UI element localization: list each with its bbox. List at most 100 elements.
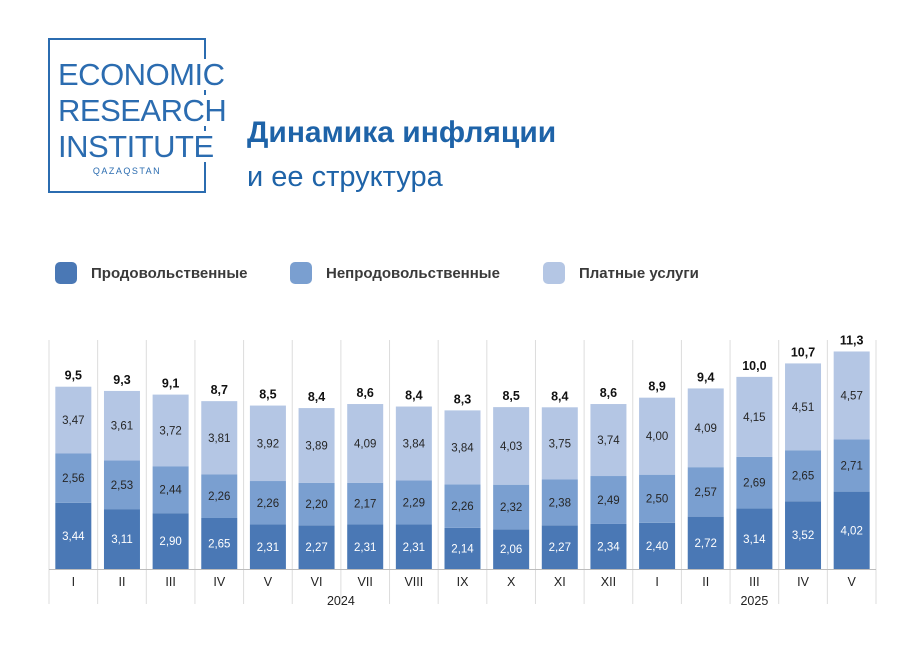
bar-segment bbox=[541, 525, 578, 569]
data-label: 2,40 bbox=[646, 541, 668, 553]
data-label: 3,61 bbox=[111, 421, 133, 433]
total-label: 8,3 bbox=[454, 392, 471, 406]
bar-segment bbox=[444, 410, 481, 485]
data-label: 2,44 bbox=[159, 485, 182, 497]
data-label: 2,31 bbox=[257, 542, 279, 554]
total-label: 8,6 bbox=[357, 386, 374, 400]
total-label: 8,6 bbox=[600, 386, 617, 400]
bar-segment bbox=[785, 450, 822, 502]
data-label: 2,29 bbox=[403, 497, 425, 509]
bar-segment bbox=[687, 388, 724, 468]
data-label: 2,26 bbox=[257, 498, 279, 510]
bar-segment bbox=[493, 484, 530, 530]
data-label: 2,38 bbox=[549, 497, 571, 509]
legend-item-nonfood: Непродовольственные bbox=[290, 262, 500, 284]
bar-segment bbox=[444, 527, 481, 569]
data-label: 3,74 bbox=[597, 435, 620, 447]
data-label: 4,02 bbox=[840, 525, 862, 537]
data-label: 2,72 bbox=[695, 538, 717, 550]
bar-segment bbox=[687, 516, 724, 569]
data-label: 3,72 bbox=[159, 425, 181, 437]
data-label: 2,31 bbox=[403, 542, 425, 554]
total-label: 8,4 bbox=[551, 389, 568, 403]
data-label: 4,03 bbox=[500, 441, 522, 453]
bar-segment bbox=[395, 524, 432, 569]
legend-swatch-food bbox=[55, 262, 77, 284]
x-tick-label: VII bbox=[358, 575, 373, 589]
bar-segment bbox=[833, 351, 870, 440]
bar-segment bbox=[395, 480, 432, 525]
data-label: 2,31 bbox=[354, 542, 376, 554]
bar-segment bbox=[833, 491, 870, 569]
bar-segment bbox=[493, 529, 530, 569]
x-tick-label: V bbox=[848, 575, 857, 589]
logo-line-1: ECONOMIC bbox=[58, 57, 227, 92]
total-label: 9,5 bbox=[65, 369, 82, 383]
data-label: 4,09 bbox=[695, 423, 717, 435]
x-tick-label: I bbox=[655, 575, 658, 589]
bar-segment bbox=[103, 460, 140, 510]
bar-segment bbox=[201, 517, 238, 569]
legend-label-nonfood: Непродовольственные bbox=[326, 264, 500, 282]
total-label: 9,4 bbox=[697, 370, 714, 384]
bar-segment bbox=[103, 390, 140, 461]
year-label: 2025 bbox=[740, 594, 768, 608]
data-label: 2,65 bbox=[792, 471, 814, 483]
total-label: 8,5 bbox=[502, 389, 519, 403]
data-label: 3,14 bbox=[743, 534, 766, 546]
page-title: Динамика инфляции bbox=[247, 116, 557, 149]
data-label: 2,32 bbox=[500, 502, 522, 514]
data-label: 2,34 bbox=[597, 541, 620, 553]
x-tick-label: VI bbox=[311, 575, 323, 589]
data-label: 2,26 bbox=[451, 501, 473, 513]
bar-segment bbox=[736, 456, 773, 509]
bar-segment bbox=[201, 401, 238, 475]
bar-segment bbox=[55, 386, 92, 454]
legend-swatch-services bbox=[543, 262, 565, 284]
total-label: 8,5 bbox=[259, 388, 276, 402]
bar-segment bbox=[152, 466, 189, 514]
x-tick-label: II bbox=[118, 575, 125, 589]
data-label: 2,57 bbox=[695, 487, 717, 499]
total-label: 10,7 bbox=[791, 345, 815, 359]
data-label: 2,26 bbox=[208, 491, 230, 503]
data-label: 4,15 bbox=[743, 412, 765, 424]
bar-segment bbox=[347, 482, 384, 525]
total-label: 8,7 bbox=[211, 383, 228, 397]
x-tick-label: V bbox=[264, 575, 273, 589]
total-label: 8,4 bbox=[308, 390, 325, 404]
bar-segment bbox=[687, 467, 724, 517]
data-label: 2,53 bbox=[111, 480, 133, 492]
data-label: 2,69 bbox=[743, 478, 765, 490]
bar-segment bbox=[298, 482, 335, 526]
bar-segment bbox=[201, 474, 238, 518]
x-tick-label: VIII bbox=[404, 575, 423, 589]
bar-segment bbox=[444, 484, 481, 528]
bar-segment bbox=[785, 363, 822, 451]
total-label: 9,1 bbox=[162, 377, 179, 391]
data-label: 4,09 bbox=[354, 438, 376, 450]
bar-segment bbox=[541, 479, 578, 526]
x-tick-label: II bbox=[702, 575, 709, 589]
logo-line-2: RESEARCH bbox=[58, 93, 229, 128]
bar-segment bbox=[103, 509, 140, 569]
total-label: 10,0 bbox=[742, 359, 766, 373]
bar-segment bbox=[152, 513, 189, 569]
total-label: 8,4 bbox=[405, 389, 422, 403]
bar-segment bbox=[736, 376, 773, 457]
x-tick-label: III bbox=[165, 575, 175, 589]
data-label: 2,50 bbox=[646, 494, 668, 506]
logo-line-3: INSTITUTE bbox=[58, 129, 216, 164]
data-label: 2,27 bbox=[305, 542, 327, 554]
bar-segment bbox=[736, 508, 773, 569]
bar-segment bbox=[249, 524, 286, 569]
year-label: 2024 bbox=[327, 594, 355, 608]
bar-segment bbox=[298, 525, 335, 569]
bar-segment bbox=[249, 405, 286, 482]
data-label: 2,56 bbox=[62, 473, 84, 485]
x-tick-label: IV bbox=[797, 575, 809, 589]
bar-segment bbox=[298, 408, 335, 483]
bar-segment bbox=[55, 453, 92, 503]
data-label: 3,89 bbox=[305, 441, 327, 453]
